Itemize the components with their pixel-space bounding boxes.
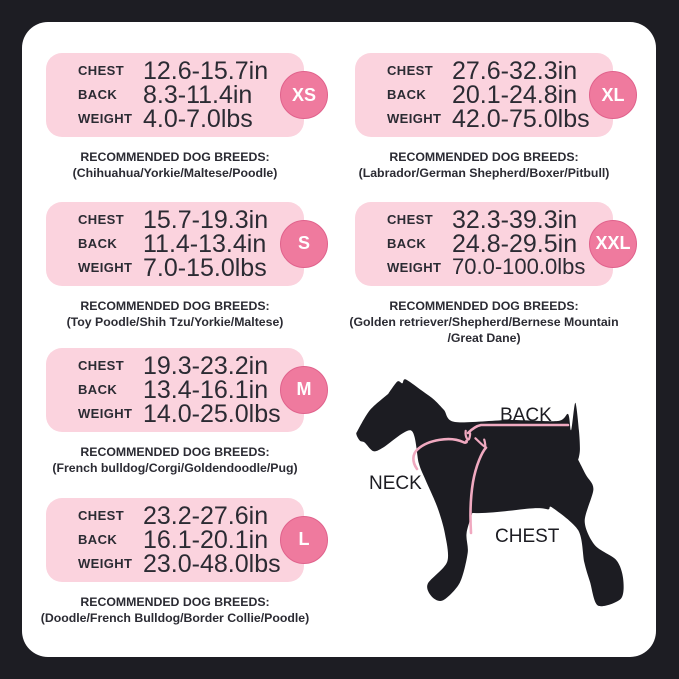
svg-text:NECK: NECK [369,473,422,494]
svg-text:CHEST: CHEST [495,526,560,547]
svg-text:BACK: BACK [500,405,552,426]
